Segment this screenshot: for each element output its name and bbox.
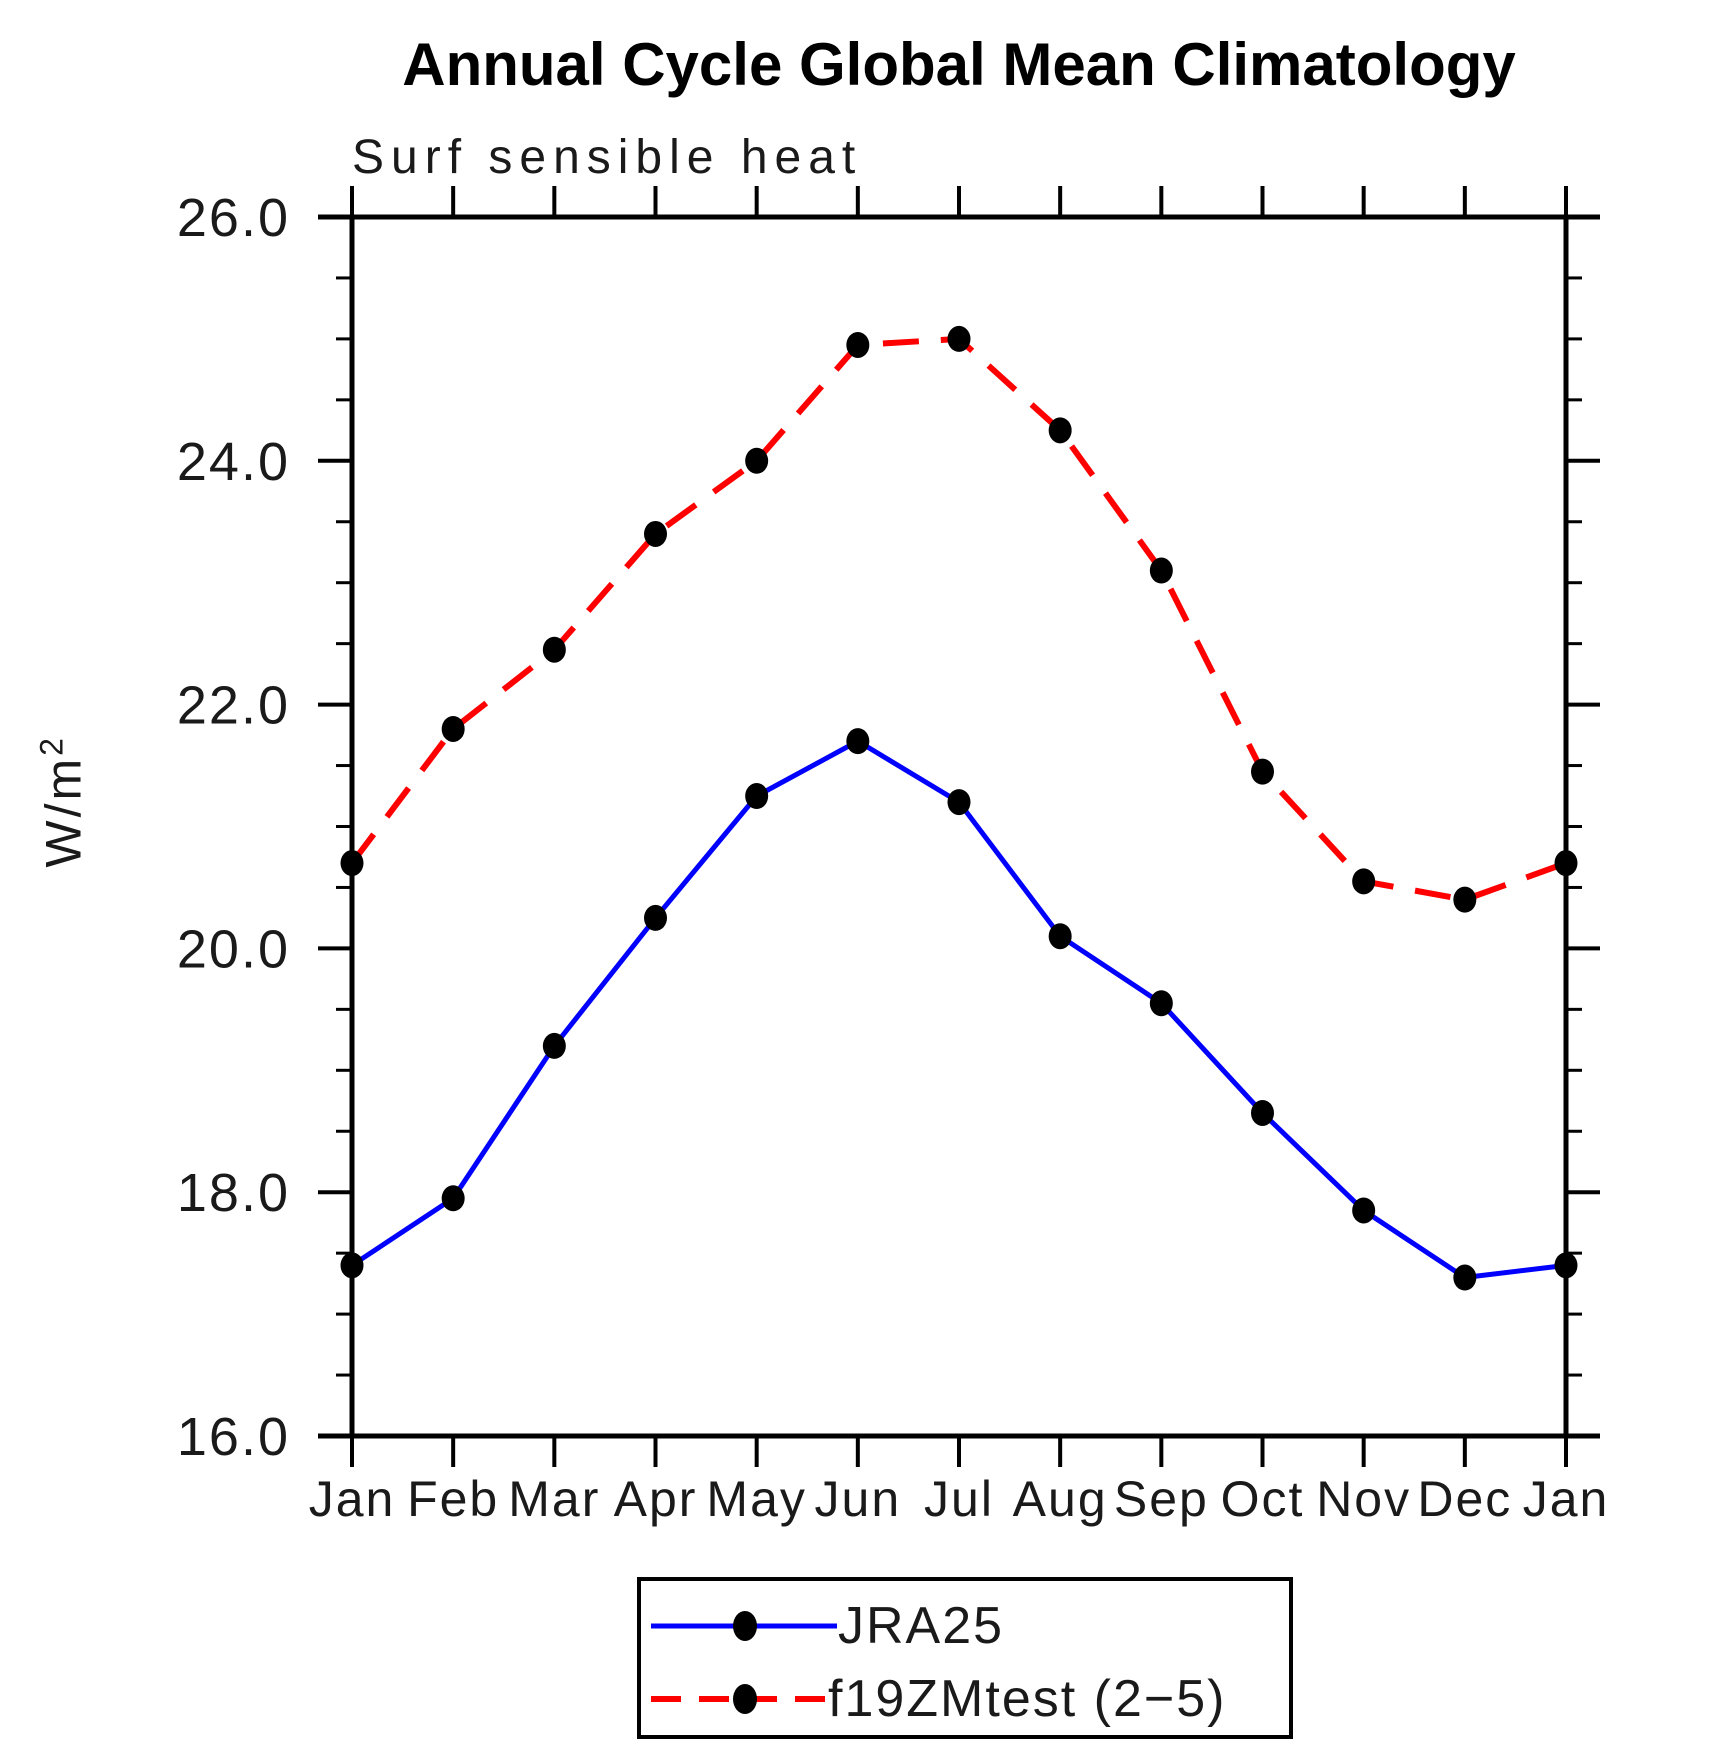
x-tick-label: Apr	[614, 1471, 698, 1527]
data-point-marker	[1149, 557, 1173, 584]
x-tick-label: Oct	[1221, 1471, 1305, 1527]
data-point-marker	[644, 904, 667, 931]
series-line-jra25	[350, 738, 1567, 1281]
data-point-marker	[1251, 1099, 1274, 1126]
data-point-marker	[947, 789, 971, 816]
data-point-marker	[340, 850, 364, 877]
data-point-marker	[441, 1185, 465, 1212]
data-point-marker	[846, 728, 870, 755]
axes-layer	[318, 186, 1600, 1467]
data-point-marker	[1554, 850, 1578, 877]
legend-sample-jra25	[651, 1611, 837, 1641]
legend-label-f19zmtest: f19ZMtest (2−5)	[828, 1670, 1227, 1728]
data-point-marker	[1149, 990, 1173, 1017]
legend-box: JRA25 f19ZMtest (2−5)	[637, 1577, 1293, 1739]
legend-sample-f19zmtest	[651, 1684, 837, 1714]
data-point-marker	[1453, 1264, 1477, 1291]
chart-title: Annual Cycle Global Mean Climatology	[402, 31, 1516, 98]
data-point-marker	[846, 331, 870, 358]
data-point-marker	[340, 1252, 364, 1279]
marker-layer	[340, 325, 1578, 1291]
data-point-marker	[542, 636, 566, 663]
legend-label-jra25: JRA25	[838, 1597, 1005, 1655]
y-tick-label: 16.0	[177, 1407, 290, 1467]
data-point-marker	[1453, 886, 1477, 913]
x-tick-label: Sep	[1114, 1471, 1209, 1527]
x-tick-label: Jun	[815, 1471, 902, 1527]
data-point-marker	[745, 447, 769, 474]
series-line-f19zmtest-2-5-	[349, 335, 1568, 903]
data-point-marker	[745, 783, 769, 810]
data-point-marker	[644, 520, 667, 547]
data-point-marker	[1251, 758, 1274, 785]
data-point-marker	[1554, 1252, 1578, 1279]
x-tick-label: Jan	[1523, 1471, 1610, 1527]
chart-subtitle: Surf sensible heat	[352, 131, 863, 184]
data-point-marker	[542, 1032, 566, 1059]
y-axis-label-base: W/m	[35, 755, 92, 868]
x-tick-label: Jul	[924, 1471, 994, 1527]
y-tick-label: 18.0	[177, 1163, 290, 1223]
x-tick-label: Feb	[407, 1471, 499, 1527]
x-tick-label: Jan	[309, 1471, 396, 1527]
x-tick-label: Dec	[1417, 1471, 1512, 1527]
y-axis-label: W/m2	[34, 176, 93, 1426]
legend-marker-dot	[733, 1611, 757, 1641]
data-point-marker	[1352, 1197, 1376, 1224]
y-tick-label: 22.0	[177, 676, 290, 736]
y-axis-label-exponent: 2	[33, 735, 70, 756]
x-tick-label: Aug	[1013, 1471, 1108, 1527]
data-point-marker	[441, 715, 465, 742]
data-point-marker	[1048, 417, 1072, 444]
x-tick-label: Mar	[508, 1471, 600, 1527]
y-tick-label: 20.0	[177, 919, 290, 979]
data-point-marker	[1352, 868, 1376, 895]
x-tick-label: May	[706, 1471, 806, 1527]
y-tick-label: 26.0	[177, 188, 290, 248]
data-point-marker	[947, 325, 971, 352]
legend-marker-dot	[733, 1684, 757, 1714]
data-point-marker	[1048, 923, 1072, 950]
x-tick-label: Nov	[1316, 1471, 1411, 1527]
y-tick-label: 24.0	[177, 432, 290, 492]
